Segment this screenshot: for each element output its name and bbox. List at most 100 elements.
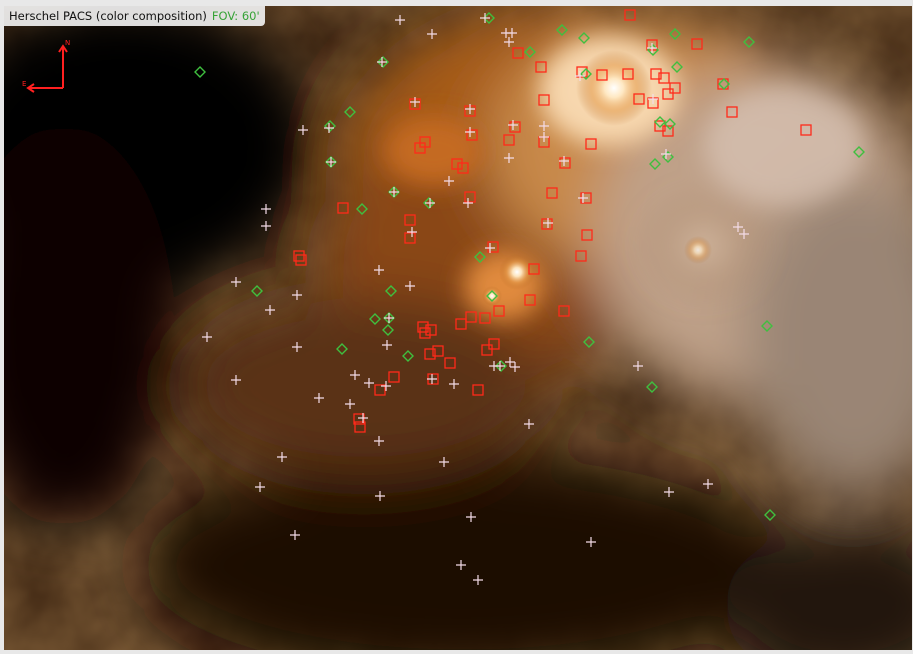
catalog-square-marker[interactable] bbox=[404, 214, 416, 226]
catalog-cross-marker[interactable] bbox=[292, 290, 302, 300]
catalog-diamond-marker[interactable] bbox=[718, 78, 730, 90]
catalog-cross-marker[interactable] bbox=[703, 479, 713, 489]
catalog-cross-marker[interactable] bbox=[265, 305, 275, 315]
catalog-square-marker[interactable] bbox=[455, 318, 467, 330]
catalog-diamond-marker[interactable] bbox=[324, 120, 336, 132]
catalog-square-marker[interactable] bbox=[432, 345, 444, 357]
catalog-square-marker[interactable] bbox=[425, 324, 437, 336]
catalog-square-marker[interactable] bbox=[585, 138, 597, 150]
catalog-square-marker[interactable] bbox=[596, 69, 608, 81]
catalog-cross-marker[interactable] bbox=[575, 71, 585, 81]
catalog-diamond-marker[interactable] bbox=[483, 12, 495, 24]
catalog-cross-marker[interactable] bbox=[364, 378, 374, 388]
catalog-square-marker[interactable] bbox=[424, 348, 436, 360]
catalog-cross-marker[interactable] bbox=[405, 281, 415, 291]
catalog-cross-marker[interactable] bbox=[508, 120, 518, 130]
catalog-cross-marker[interactable] bbox=[358, 413, 368, 423]
catalog-diamond-marker[interactable] bbox=[382, 324, 394, 336]
catalog-square-marker[interactable] bbox=[451, 158, 463, 170]
catalog-cross-marker[interactable] bbox=[377, 57, 387, 67]
catalog-square-marker[interactable] bbox=[575, 250, 587, 262]
catalog-diamond-marker[interactable] bbox=[556, 24, 568, 36]
catalog-cross-marker[interactable] bbox=[633, 361, 643, 371]
catalog-diamond-marker[interactable] bbox=[423, 197, 435, 209]
catalog-square-marker[interactable] bbox=[658, 72, 670, 84]
catalog-diamond-marker[interactable] bbox=[671, 61, 683, 73]
catalog-square-marker[interactable] bbox=[622, 68, 634, 80]
catalog-diamond-marker[interactable] bbox=[580, 68, 592, 80]
catalog-cross-marker[interactable] bbox=[439, 457, 449, 467]
catalog-square-marker[interactable] bbox=[419, 327, 431, 339]
catalog-cross-marker[interactable] bbox=[559, 156, 569, 166]
catalog-cross-marker[interactable] bbox=[578, 193, 588, 203]
catalog-square-marker[interactable] bbox=[512, 47, 524, 59]
catalog-diamond-marker[interactable] bbox=[669, 28, 681, 40]
catalog-square-marker[interactable] bbox=[493, 305, 505, 317]
catalog-diamond-marker[interactable] bbox=[649, 158, 661, 170]
catalog-cross-marker[interactable] bbox=[389, 187, 399, 197]
catalog-cross-marker[interactable] bbox=[507, 28, 517, 38]
catalog-cross-marker[interactable] bbox=[661, 149, 671, 159]
catalog-square-marker[interactable] bbox=[691, 38, 703, 50]
catalog-diamond-marker[interactable] bbox=[402, 350, 414, 362]
catalog-cross-marker[interactable] bbox=[290, 530, 300, 540]
catalog-square-marker[interactable] bbox=[293, 250, 305, 262]
catalog-cross-marker[interactable] bbox=[202, 332, 212, 342]
sky-viewer[interactable]: Herschel PACS (color composition) FOV: 6… bbox=[4, 6, 912, 650]
catalog-cross-marker[interactable] bbox=[277, 452, 287, 462]
catalog-square-marker[interactable] bbox=[576, 66, 588, 78]
catalog-cross-marker[interactable] bbox=[381, 381, 391, 391]
catalog-square-marker[interactable] bbox=[417, 321, 429, 333]
catalog-square-marker[interactable] bbox=[538, 94, 550, 106]
catalog-cross-marker[interactable] bbox=[739, 229, 749, 239]
catalog-diamond-marker[interactable] bbox=[474, 251, 486, 263]
catalog-diamond-marker[interactable] bbox=[761, 320, 773, 332]
catalog-square-marker[interactable] bbox=[503, 134, 515, 146]
catalog-diamond-marker[interactable] bbox=[664, 118, 676, 130]
catalog-diamond-marker[interactable] bbox=[194, 66, 206, 78]
catalog-cross-marker[interactable] bbox=[231, 277, 241, 287]
catalog-diamond-marker[interactable] bbox=[344, 106, 356, 118]
catalog-cross-marker[interactable] bbox=[539, 132, 549, 142]
catalog-square-marker[interactable] bbox=[488, 338, 500, 350]
catalog-square-marker[interactable] bbox=[654, 120, 666, 132]
catalog-cross-marker[interactable] bbox=[298, 125, 308, 135]
catalog-square-marker[interactable] bbox=[546, 187, 558, 199]
catalog-cross-marker[interactable] bbox=[463, 198, 473, 208]
catalog-cross-marker[interactable] bbox=[485, 243, 495, 253]
catalog-square-marker[interactable] bbox=[354, 421, 366, 433]
catalog-cross-marker[interactable] bbox=[449, 379, 459, 389]
catalog-cross-marker[interactable] bbox=[374, 265, 384, 275]
catalog-square-marker[interactable] bbox=[295, 254, 307, 266]
catalog-cross-marker[interactable] bbox=[647, 43, 657, 53]
catalog-square-marker[interactable] bbox=[669, 82, 681, 94]
catalog-cross-marker[interactable] bbox=[456, 560, 466, 570]
catalog-square-marker[interactable] bbox=[528, 263, 540, 275]
catalog-square-marker[interactable] bbox=[479, 312, 491, 324]
catalog-square-marker[interactable] bbox=[558, 305, 570, 317]
catalog-cross-marker[interactable] bbox=[324, 123, 334, 133]
catalog-cross-marker[interactable] bbox=[375, 491, 385, 501]
catalog-square-marker[interactable] bbox=[487, 241, 499, 253]
catalog-diamond-marker[interactable] bbox=[524, 46, 536, 58]
catalog-cross-marker[interactable] bbox=[510, 362, 520, 372]
catalog-square-marker[interactable] bbox=[457, 162, 469, 174]
catalog-square-marker[interactable] bbox=[726, 106, 738, 118]
catalog-square-marker[interactable] bbox=[541, 218, 553, 230]
catalog-cross-marker[interactable] bbox=[231, 375, 241, 385]
catalog-square-marker[interactable] bbox=[624, 9, 636, 21]
catalog-diamond-marker[interactable] bbox=[486, 290, 498, 302]
catalog-cross-marker[interactable] bbox=[255, 482, 265, 492]
catalog-square-marker[interactable] bbox=[524, 294, 536, 306]
catalog-square-marker[interactable] bbox=[650, 68, 662, 80]
catalog-cross-marker[interactable] bbox=[382, 340, 392, 350]
catalog-cross-marker[interactable] bbox=[384, 313, 394, 323]
catalog-cross-marker[interactable] bbox=[427, 29, 437, 39]
catalog-square-marker[interactable] bbox=[559, 157, 571, 169]
catalog-square-marker[interactable] bbox=[337, 202, 349, 214]
catalog-square-marker[interactable] bbox=[465, 311, 477, 323]
catalog-cross-marker[interactable] bbox=[473, 575, 483, 585]
catalog-cross-marker[interactable] bbox=[261, 204, 271, 214]
catalog-cross-marker[interactable] bbox=[524, 419, 534, 429]
catalog-cross-marker[interactable] bbox=[543, 218, 553, 228]
